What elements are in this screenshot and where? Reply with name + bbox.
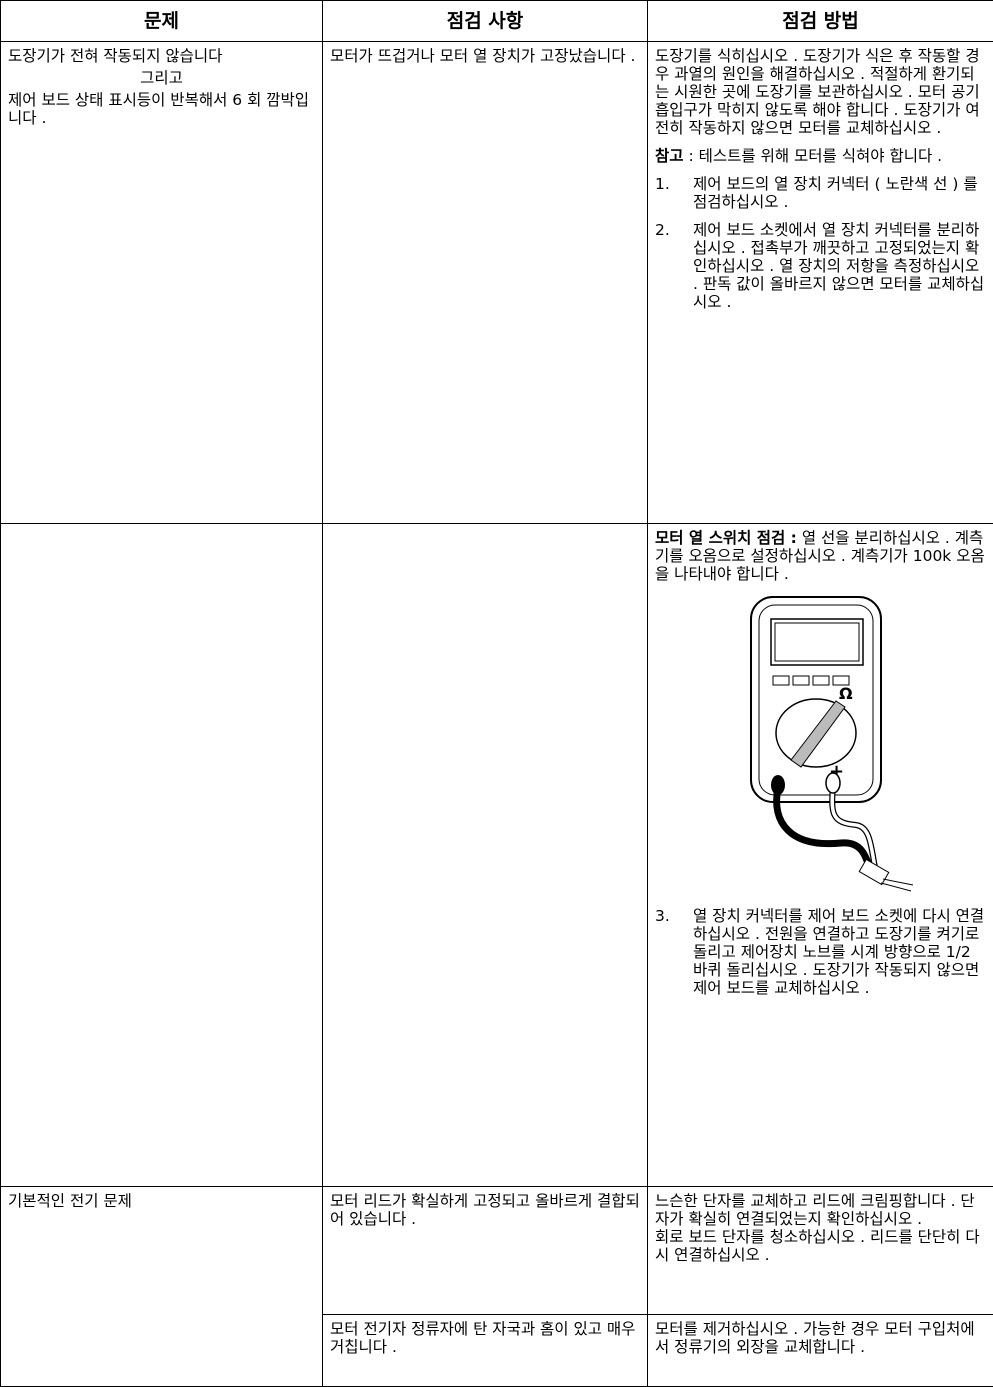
connector: 그리고	[140, 69, 183, 87]
step-number: 3.	[655, 907, 670, 925]
probe	[824, 772, 841, 794]
method-cell: 모터 열 스위치 점검 : 열 선을 분리하십시오 . 계측기를 오옴으로 설정…	[647, 523, 993, 1187]
row: 기본적인 전기 문제 모터 리드가 확실하게 고정되고 올바르게 결합되어 있습…	[0, 1186, 993, 1387]
check-cell: 모터 리드가 확실하게 고정되고 올바르게 결합되어 있습니다 .	[322, 1186, 648, 1315]
problem-cell: 도장기가 전혀 작동되지 않습니다 그리고 제어 보드 상태 표시등이 반복해서…	[0, 41, 323, 524]
meter-display	[769, 618, 864, 666]
method-cell: 도장기를 식히십시오 . 도장기가 식은 후 작동할 경우 과열의 원인을 해결…	[647, 41, 993, 524]
step: 2. 제어 보드 소켓에서 열 장치 커넥터를 분리하십시오 . 접촉부가 깨끗하…	[655, 221, 986, 311]
problem-text: 제어 보드 상태 표시등이 반복해서 6 회 깜박입니다 .	[8, 91, 310, 127]
header-cell: 점검 방법	[647, 0, 993, 42]
step-number: 1.	[655, 175, 670, 193]
meter-display	[774, 622, 859, 662]
method-text: 도장기를 식히십시오 . 도장기가 식은 후 작동할 경우 과열의 원인을 해결…	[655, 47, 980, 137]
note-text: : 테스트를 위해 모터를 식혀야 합니다 .	[688, 147, 943, 165]
meter-button	[832, 675, 849, 686]
method-cell: 모터를 제거하십시오 . 가능한 경우 모터 구입처에서 정류기의 외장을 교체…	[647, 1314, 993, 1387]
dial-pointer	[789, 700, 846, 768]
red-lead	[829, 784, 878, 874]
problem-text: 도장기가 전혀 작동되지 않습니다	[8, 47, 223, 65]
problem-text: 기본적인 전기 문제	[8, 1192, 132, 1210]
header-cell: 점검 사항	[322, 0, 648, 42]
header-cell: 문제	[0, 0, 323, 42]
step: 3. 열 장치 커넥터를 제어 보드 소켓에 다시 연결하십시오 . 전원을 연결…	[655, 907, 986, 997]
step-number: 2.	[655, 221, 670, 239]
check-text: 모터가 뜨겁거나 모터 열 장치가 고장났습니다 .	[330, 47, 636, 65]
note-label: 참고	[655, 147, 684, 165]
check-text: 모터 리드가 확실하게 고정되고 올바르게 결합되어 있습니다 .	[330, 1192, 640, 1228]
step: 1. 제어 보드의 열 장치 커넥터 ( 노란색 선 ) 를 점검하십시오 .	[655, 175, 986, 211]
method-text: 회로 보드 단자를 청소하십시오 . 리드를 단단히 다시 연결하십시오 .	[655, 1228, 980, 1264]
step-text: 제어 보드 소켓에서 열 장치 커넥터를 분리하십시오 . 접촉부가 깨끗하고 …	[693, 221, 985, 311]
empty-cell	[322, 523, 648, 1187]
empty-cell	[0, 523, 323, 1187]
check-cell: 모터가 뜨겁거나 모터 열 장치가 고장났습니다 .	[322, 41, 648, 524]
method-text: 모터를 제거하십시오 . 가능한 경우 모터 구입처에서 정류기의 외장을 교체…	[655, 1320, 975, 1356]
meter-button	[792, 675, 809, 686]
meter-body	[758, 604, 873, 796]
problem-cell: 기본적인 전기 문제	[0, 1186, 323, 1387]
check-cell: 모터 전기자 정류자에 탄 자국과 홈이 있고 매우 거칩니다 .	[322, 1314, 648, 1387]
probe	[770, 775, 785, 795]
meter-button	[772, 675, 789, 686]
row: 도장기가 전혀 작동되지 않습니다 그리고 제어 보드 상태 표시등이 반복해서…	[0, 41, 993, 524]
note: 참고 : 테스트를 위해 모터를 식혀야 합니다 .	[655, 147, 986, 165]
method-heading: 모터 열 스위치 점검 :	[655, 529, 797, 547]
step-text: 열 장치 커넥터를 제어 보드 소켓에 다시 연결하십시오 . 전원을 연결하고…	[693, 907, 985, 997]
step-text: 제어 보드의 열 장치 커넥터 ( 노란색 선 ) 를 점검하십시오 .	[693, 175, 978, 211]
method-text: 모터 열 스위치 점검 : 열 선을 분리하십시오 . 계측기를 오옴으로 설정…	[655, 529, 986, 583]
wire	[880, 878, 913, 892]
multimeter-figure: Ω - +	[749, 596, 913, 892]
method-text: 열 선을 분리하십시오 . 계측기를 오옴으로 설정하십시오 . 계측기가 10…	[655, 529, 985, 583]
black-lead	[772, 787, 874, 874]
header-row: 문제 점검 사항 점검 방법	[0, 0, 993, 42]
connector	[858, 858, 889, 886]
row: 모터 열 스위치 점검 : 열 선을 분리하십시오 . 계측기를 오옴으로 설정…	[0, 523, 993, 1187]
row: 모터 전기자 정류자에 탄 자국과 홈이 있고 매우 거칩니다 . 모터를 제거…	[1, 1314, 993, 1387]
method-cell: 느슨한 단자를 교체하고 리드에 크림핑합니다 . 단자가 확실히 연결되었는지…	[647, 1186, 993, 1315]
check-text: 모터 전기자 정류자에 탄 자국과 홈이 있고 매우 거칩니다 .	[330, 1320, 636, 1356]
method-text: 느슨한 단자를 교체하고 리드에 크림핑합니다 . 단자가 확실히 연결되었는지…	[655, 1192, 975, 1228]
meter-button	[812, 675, 829, 686]
dial-label: Ω	[839, 684, 853, 703]
